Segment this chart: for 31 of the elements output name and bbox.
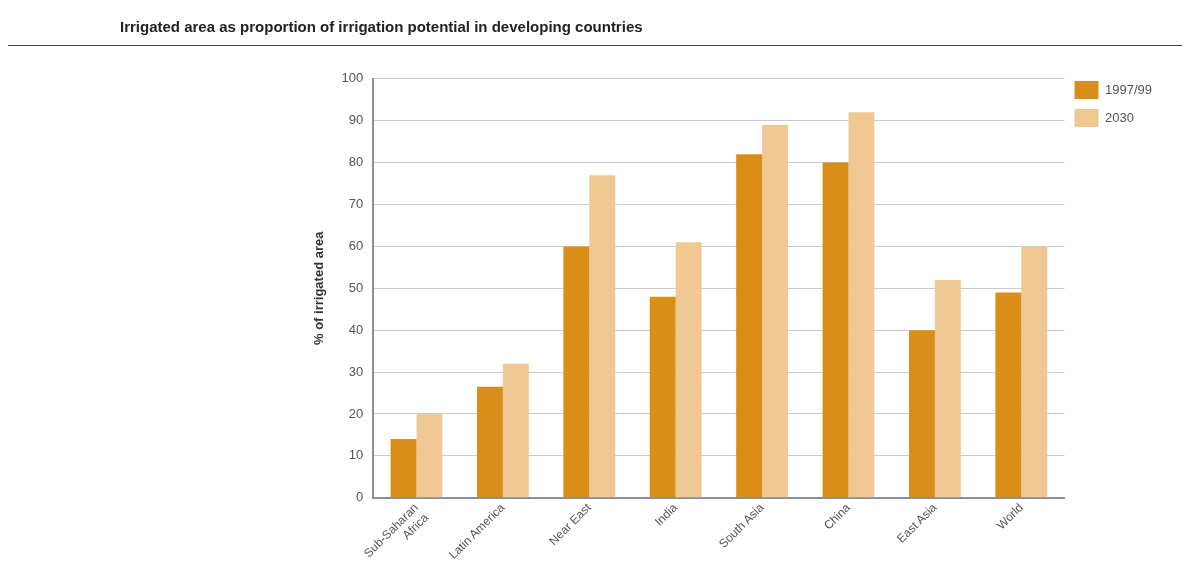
y-tick-label: 70 <box>348 196 364 212</box>
y-tick-label: 90 <box>348 112 364 128</box>
bar <box>502 363 529 498</box>
y-axis-title: % of irrigated area <box>311 230 327 345</box>
bar <box>589 175 616 498</box>
bar <box>476 386 503 498</box>
bar <box>736 154 763 498</box>
y-tick-label: 0 <box>356 489 364 505</box>
y-tick-label: 80 <box>348 154 364 170</box>
bar <box>1021 246 1048 498</box>
bar <box>848 112 875 498</box>
bar <box>416 413 443 498</box>
bar <box>908 330 935 498</box>
y-tick-label: 60 <box>348 237 364 253</box>
bar <box>390 439 417 498</box>
bar <box>563 246 590 498</box>
bar <box>995 292 1022 498</box>
bar <box>934 279 961 498</box>
y-tick-label: 50 <box>348 279 364 295</box>
y-tick-label: 30 <box>348 363 364 379</box>
bar <box>822 162 849 498</box>
chart-title: Irrigated area as proportion of irrigation potential in developing countries <box>8 8 1182 46</box>
legend-label: 1997/99 <box>1105 81 1153 97</box>
y-tick-label: 40 <box>348 321 364 337</box>
y-tick-label: 100 <box>341 70 364 86</box>
bar <box>675 242 702 498</box>
y-tick-label: 20 <box>348 405 364 421</box>
bar <box>649 296 676 498</box>
y-tick-label: 10 <box>348 447 364 463</box>
bar <box>762 124 789 498</box>
legend-label: 2030 <box>1105 109 1134 125</box>
